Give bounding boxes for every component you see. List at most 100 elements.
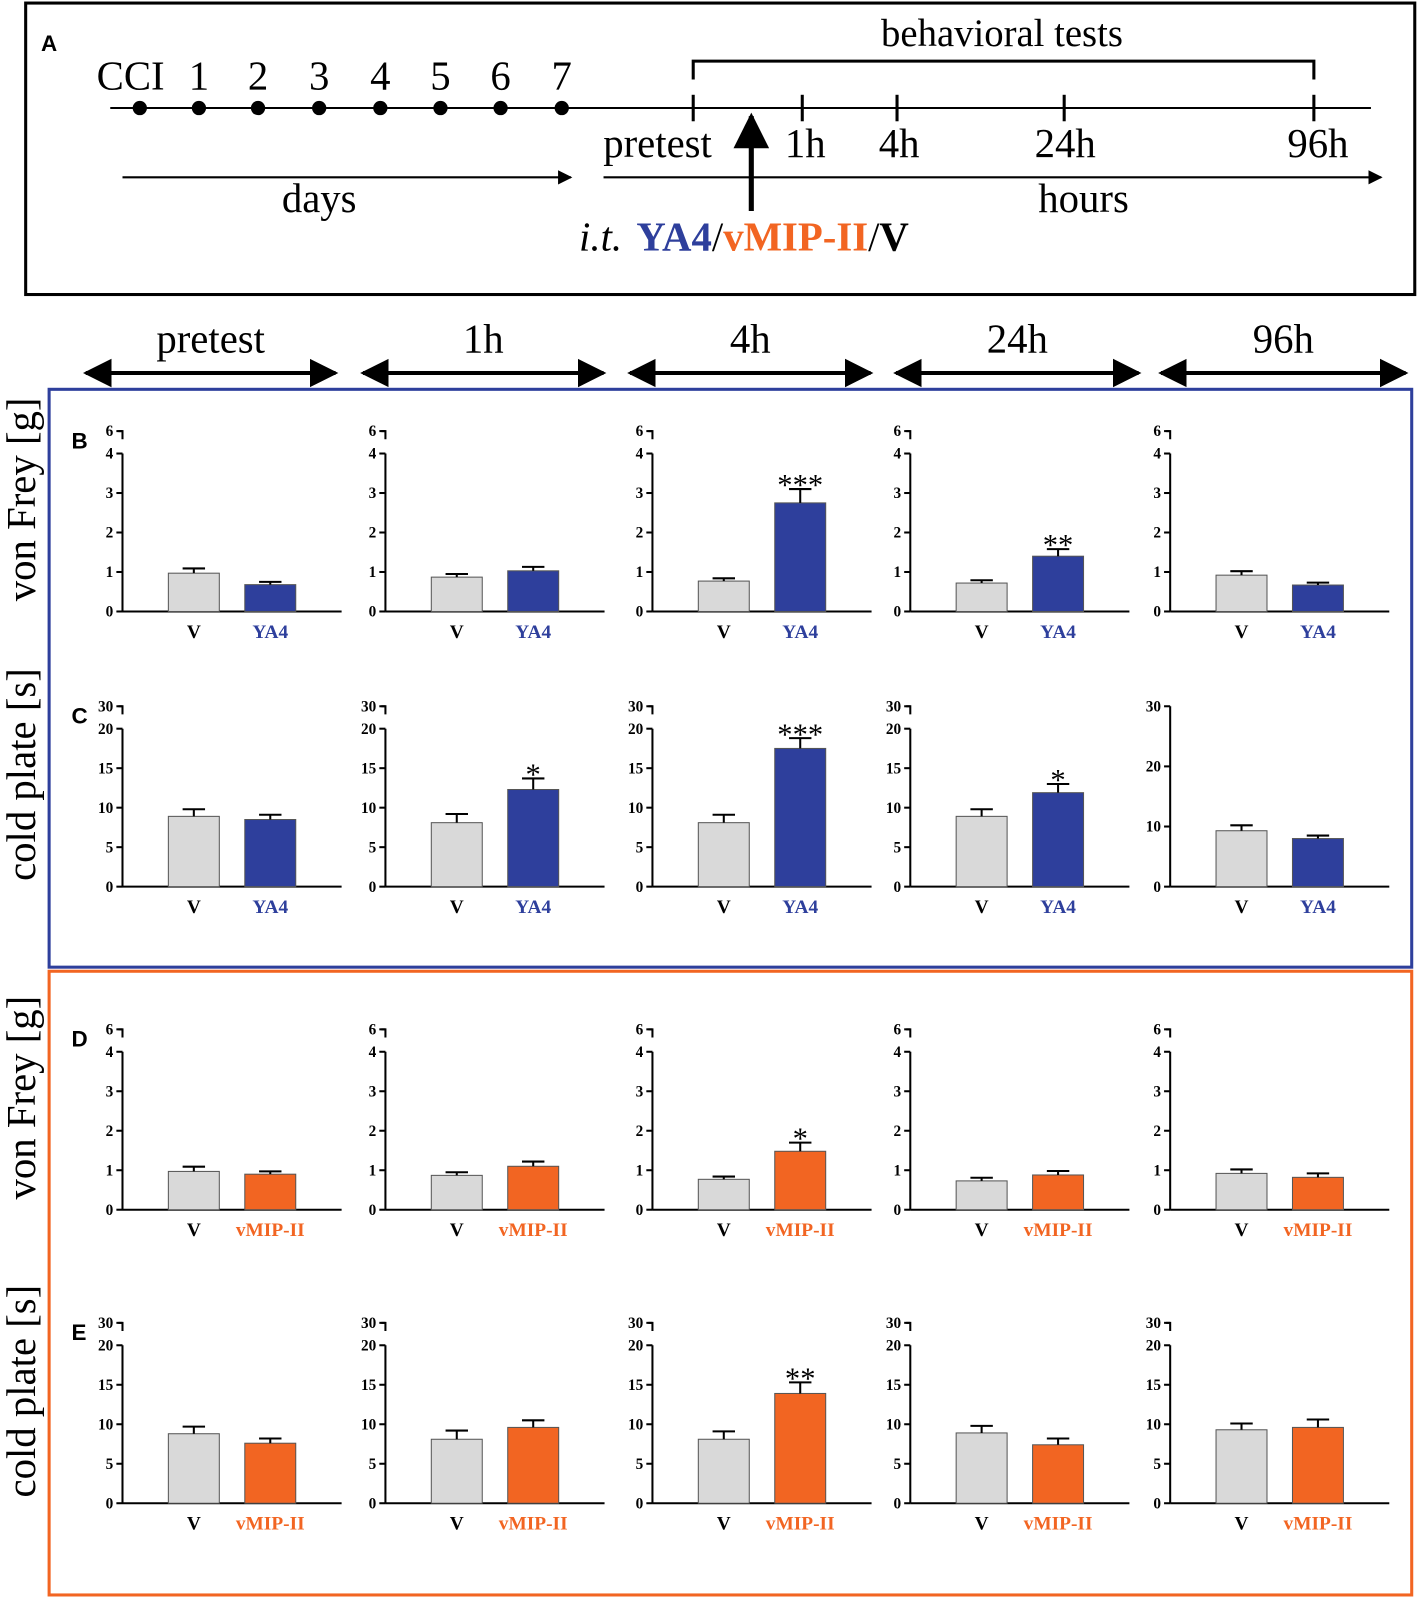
y-tick-label: 10 (628, 1416, 644, 1433)
x-tick-label: YA4 (515, 897, 551, 918)
y-tick-label: 1 (636, 564, 644, 581)
bar (697, 1438, 750, 1504)
day-dot (373, 100, 388, 116)
panel-a-frame (24, 1, 1417, 297)
y-tick-label: 1 (893, 564, 901, 581)
axis-break (381, 1028, 387, 1038)
y-tick-label: 3 (636, 1083, 644, 1100)
axis-break (906, 1321, 912, 1332)
y-tick-label: 30 (628, 698, 644, 715)
y-tick-label: 0 (369, 879, 377, 896)
bar (1215, 1172, 1268, 1211)
y-tick-label: 1 (106, 1162, 114, 1179)
error-bar (712, 1175, 735, 1180)
y-tick-label: 10 (361, 1416, 377, 1433)
axis-break (381, 430, 387, 440)
error-bar (789, 488, 812, 503)
significance: * (1050, 763, 1065, 797)
y-tick-label: 20 (886, 1337, 902, 1354)
bar-chart: 0 10 20 30 V YA4 (1146, 698, 1390, 918)
column-label: 24h (987, 317, 1048, 362)
y-tick-label: 30 (886, 698, 902, 715)
x-tick-label: V (717, 622, 731, 643)
y-tick-label: 1 (369, 1162, 377, 1179)
y-tick-label: 6 (893, 1021, 901, 1038)
bar-chart: 0 1 2 3 4 6 V YA4 (1153, 423, 1390, 643)
significance: ** (1043, 528, 1074, 562)
y-tick-label: 15 (886, 760, 902, 777)
y-tick-label: 6 (1153, 423, 1161, 440)
bar-chart: 0 1 2 3 4 6 V ** YA4 (893, 423, 1130, 643)
x-tick-label: vMIP-II (766, 1220, 835, 1241)
error-bar (259, 1170, 282, 1175)
y-tick-label: 10 (98, 800, 114, 817)
y-tick-label: 5 (369, 839, 377, 856)
y-axis-label: cold plate [s] (0, 1285, 44, 1498)
panel-label: D (72, 1027, 88, 1052)
x-tick-label: V (187, 622, 201, 643)
bar-chart: 0 1 2 3 4 6 V YA4 (369, 423, 605, 643)
y-tick-label: 6 (106, 1021, 114, 1038)
error-bar (445, 1429, 468, 1440)
y-tick-label: 20 (98, 721, 114, 738)
timeline: A CCI behavioral tests days hours i.t. YA… (41, 12, 1383, 260)
x-tick-label: vMIP-II (236, 1514, 305, 1535)
panel-label: E (72, 1320, 87, 1345)
bar-chart: 0 5 10 15 20 30 V ** vMIP-II (628, 1315, 872, 1535)
y-tick-label: 5 (636, 1456, 644, 1473)
bar (167, 572, 220, 612)
x-tick-label: V (187, 1514, 201, 1535)
bar (774, 1150, 827, 1211)
x-tick-label: V (450, 1220, 464, 1241)
y-tick-label: 0 (369, 604, 377, 621)
tests-bracket (691, 59, 1316, 80)
bar (430, 576, 483, 612)
bar (507, 788, 560, 888)
error-bar (1230, 1422, 1253, 1430)
y-tick-label: 3 (369, 485, 377, 502)
time-label: 1h (785, 121, 826, 166)
y-tick-label: 0 (106, 879, 114, 896)
y-tick-label: 3 (1153, 485, 1161, 502)
x-tick-label: YA4 (252, 897, 288, 918)
y-tick-label: 1 (369, 564, 377, 581)
day-label: 1 (189, 54, 209, 99)
tests-label: behavioral tests (881, 12, 1123, 55)
axis-break (648, 1028, 654, 1038)
y-tick-label: 5 (369, 1456, 377, 1473)
y-tick-label: 30 (361, 698, 377, 715)
x-tick-label: YA4 (782, 897, 818, 918)
y-axis-label: cold plate [s] (0, 668, 44, 881)
y-tick-label: 0 (636, 879, 644, 896)
y-tick-label: 20 (628, 1337, 644, 1354)
bar (1291, 1426, 1344, 1504)
bar-chart: 0 5 10 15 20 30 V vMIP-II (886, 1315, 1130, 1535)
column-label: 96h (1253, 317, 1314, 362)
day-dot (493, 100, 508, 116)
y-tick-label: 15 (1146, 1377, 1162, 1394)
bar-chart: 0 5 10 15 20 30 V * YA4 (886, 698, 1130, 918)
y-axis-label: von Frey [g] (0, 398, 44, 602)
bar (244, 1442, 297, 1504)
bar-chart: 0 1 2 3 4 6 V * vMIP-II (636, 1021, 872, 1241)
day-label: 2 (248, 54, 268, 99)
axis-break (1166, 1028, 1172, 1038)
error-bar (1306, 1418, 1330, 1428)
error-bar (521, 565, 545, 571)
y-tick-label: 10 (886, 1416, 902, 1433)
y-tick-label: 4 (369, 446, 377, 463)
y-tick-label: 0 (369, 1202, 377, 1219)
y-tick-label: 20 (361, 721, 377, 738)
bar (774, 1392, 827, 1504)
axis-break (648, 430, 654, 440)
y-tick-label: 6 (636, 423, 644, 440)
bar-chart: 0 5 10 15 20 30 V vMIP-II (361, 1315, 605, 1535)
x-tick-label: vMIP-II (1284, 1514, 1353, 1535)
y-tick-label: 30 (1146, 1315, 1162, 1332)
error-bar (1306, 581, 1330, 586)
bar (1215, 574, 1268, 612)
y-tick-label: 10 (98, 1416, 114, 1433)
error-bar (970, 1424, 993, 1433)
x-tick-label: YA4 (782, 622, 818, 643)
bar (167, 1433, 220, 1504)
